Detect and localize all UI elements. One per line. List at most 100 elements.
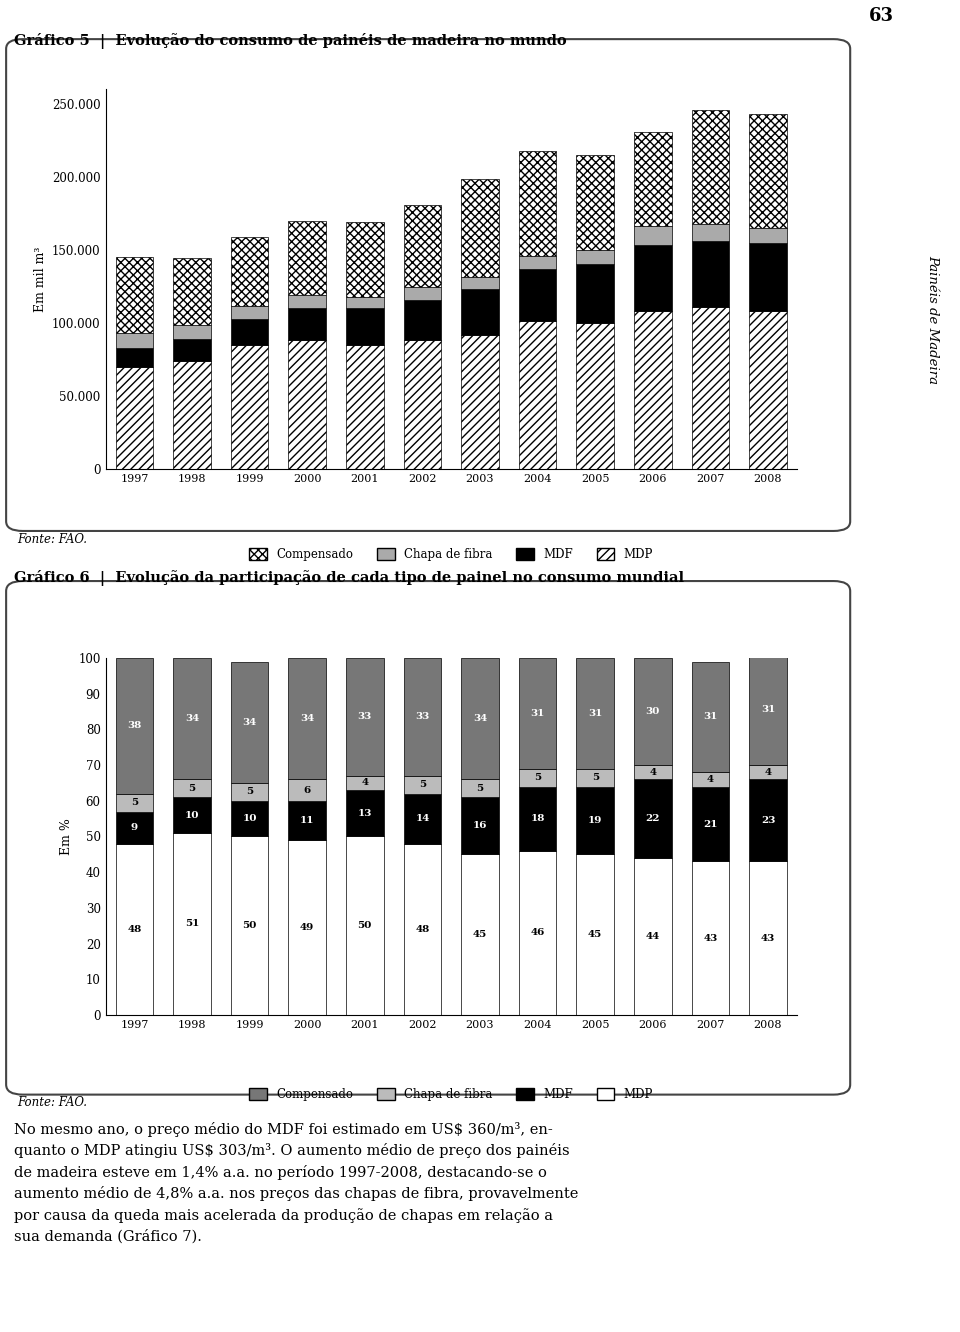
Bar xyxy=(461,277,498,289)
Text: 45: 45 xyxy=(588,930,602,939)
Bar xyxy=(403,300,441,341)
Text: 48: 48 xyxy=(416,924,429,934)
Bar xyxy=(230,662,268,783)
Text: 43: 43 xyxy=(704,934,717,943)
Text: 18: 18 xyxy=(531,814,544,823)
Bar xyxy=(749,654,787,765)
Bar xyxy=(576,250,613,265)
Bar xyxy=(230,801,268,836)
Bar xyxy=(634,779,672,858)
Bar xyxy=(518,151,556,256)
Bar xyxy=(749,115,787,228)
Bar xyxy=(576,155,613,250)
Bar xyxy=(173,658,210,779)
Text: 48: 48 xyxy=(128,924,141,934)
Bar xyxy=(518,769,556,786)
Bar xyxy=(173,258,210,325)
Bar xyxy=(518,851,556,1015)
Bar xyxy=(346,345,383,469)
Bar xyxy=(518,256,556,269)
Bar xyxy=(288,779,325,801)
Bar xyxy=(115,843,153,1015)
Bar xyxy=(634,765,672,779)
Text: 34: 34 xyxy=(300,714,314,723)
Bar xyxy=(461,779,498,798)
Bar xyxy=(115,811,153,843)
Bar xyxy=(634,132,672,226)
Text: 31: 31 xyxy=(531,709,544,718)
Bar xyxy=(288,296,325,308)
Y-axis label: Em %: Em % xyxy=(60,818,73,855)
Bar xyxy=(230,320,268,345)
Bar xyxy=(691,109,730,224)
Bar xyxy=(346,775,383,790)
Bar xyxy=(346,308,383,345)
Bar xyxy=(576,854,613,1015)
Text: 19: 19 xyxy=(588,817,602,825)
Text: 21: 21 xyxy=(703,819,718,829)
Bar xyxy=(634,245,672,312)
Text: 13: 13 xyxy=(358,809,372,818)
Bar xyxy=(691,773,730,786)
Bar xyxy=(749,765,787,779)
Text: 5: 5 xyxy=(476,783,484,793)
Bar xyxy=(461,289,498,334)
Bar xyxy=(576,786,613,854)
Bar xyxy=(576,658,613,769)
Bar xyxy=(403,341,441,469)
Bar xyxy=(518,269,556,321)
Bar xyxy=(461,798,498,854)
Legend: Compensado, Chapa de fibra, MDF, MDP: Compensado, Chapa de fibra, MDF, MDP xyxy=(245,1083,658,1106)
Bar xyxy=(115,366,153,469)
Bar xyxy=(403,775,441,794)
Text: 4: 4 xyxy=(361,778,369,787)
Text: 50: 50 xyxy=(243,922,256,930)
Text: 33: 33 xyxy=(358,713,372,722)
Text: 5: 5 xyxy=(419,781,426,790)
Bar xyxy=(230,345,268,469)
Text: 51: 51 xyxy=(185,919,199,928)
Text: 31: 31 xyxy=(588,709,602,718)
Text: 16: 16 xyxy=(472,822,488,830)
Bar xyxy=(691,224,730,241)
Bar xyxy=(518,786,556,851)
Bar xyxy=(403,288,441,300)
Bar xyxy=(403,843,441,1015)
Bar xyxy=(346,222,383,297)
Text: 23: 23 xyxy=(761,817,775,825)
Bar xyxy=(461,854,498,1015)
Bar xyxy=(403,794,441,843)
Bar xyxy=(115,348,153,366)
Text: 5: 5 xyxy=(131,798,138,807)
Bar xyxy=(634,226,672,245)
Text: Fonte: FAO.: Fonte: FAO. xyxy=(17,533,87,546)
Bar xyxy=(461,334,498,469)
Text: 49: 49 xyxy=(300,923,314,932)
Bar xyxy=(461,658,498,779)
Bar xyxy=(576,265,613,322)
Text: 9: 9 xyxy=(131,823,138,832)
Text: 46: 46 xyxy=(531,928,544,938)
Bar xyxy=(346,297,383,308)
Bar xyxy=(230,306,268,320)
Bar xyxy=(115,333,153,348)
Text: 30: 30 xyxy=(646,707,660,717)
Text: 34: 34 xyxy=(243,718,256,727)
Bar xyxy=(403,658,441,775)
Text: Painéis de Madeira: Painéis de Madeira xyxy=(926,256,940,384)
Legend: Compensado, Chapa de fibra, MDF, MDP: Compensado, Chapa de fibra, MDF, MDP xyxy=(245,543,658,566)
Bar xyxy=(518,321,556,469)
Bar xyxy=(749,312,787,469)
Text: 4: 4 xyxy=(764,767,772,777)
Bar xyxy=(576,769,613,786)
Bar xyxy=(346,790,383,836)
Bar xyxy=(288,801,325,840)
Text: No mesmo ano, o preço médio do MDF foi estimado em US$ 360/m³, en-
quanto o MDP : No mesmo ano, o preço médio do MDF foi e… xyxy=(14,1122,579,1243)
Text: 10: 10 xyxy=(184,811,200,819)
Bar xyxy=(173,832,210,1015)
Text: 45: 45 xyxy=(473,930,487,939)
Text: 31: 31 xyxy=(704,713,717,722)
Bar xyxy=(115,794,153,811)
Bar xyxy=(346,658,383,775)
Bar xyxy=(749,862,787,1015)
